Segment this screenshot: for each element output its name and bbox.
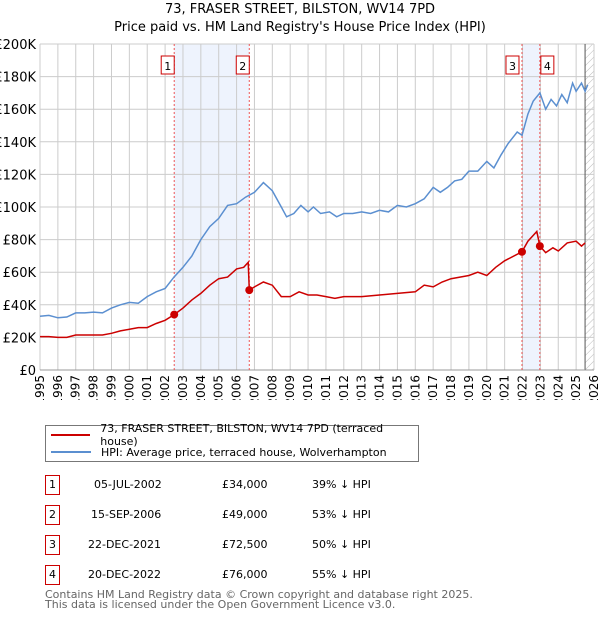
x-tick-label: 1995 [33, 375, 47, 400]
x-tick-label: 1997 [69, 375, 83, 400]
legend-item-hpi: HPI: Average price, terraced house, Wolv… [51, 444, 387, 460]
sale-date: 22-DEC-2021 [88, 538, 162, 551]
legend: 73, FRASER STREET, BILSTON, WV14 7PD (te… [45, 422, 419, 462]
x-tick-label: 2001 [140, 375, 154, 400]
sale-price: £34,000 [222, 478, 268, 491]
sale-row: 3 22-DEC-2021 £72,500 50% ↓ HPI [45, 535, 445, 555]
sale-point [535, 242, 544, 251]
legend-swatch [51, 451, 91, 453]
sale-number-badge: 4 [45, 565, 60, 585]
sale-point [245, 286, 254, 295]
sale-number-badge: 2 [45, 505, 60, 525]
sale-date: 05-JUL-2002 [94, 478, 162, 491]
x-tick-label: 2018 [444, 375, 458, 400]
footer-copyright: Contains HM Land Registry data © Crown c… [45, 588, 473, 601]
x-tick-label: 2009 [283, 375, 297, 400]
y-tick-label: £200K [0, 38, 36, 53]
sale-label-box [505, 55, 520, 75]
sale-hpi-diff: 39% ↓ HPI [312, 478, 371, 491]
y-tick-label: £0 [19, 364, 36, 379]
sale-label-box [160, 55, 175, 75]
sale-row: 1 05-JUL-2002 £34,000 39% ↓ HPI [45, 475, 445, 495]
x-tick-label: 2012 [337, 375, 351, 400]
x-tick-label: 2017 [426, 375, 440, 400]
sale-label: 1 [164, 60, 171, 73]
series-line [39, 80, 589, 319]
sale-price: £49,000 [222, 508, 268, 521]
legend-label: 73, FRASER STREET, BILSTON, WV14 7PD (te… [100, 422, 384, 448]
x-tick-label: 2000 [122, 375, 136, 400]
sale-date: 20-DEC-2022 [88, 568, 162, 581]
series-line [40, 229, 586, 339]
sale-label-box [235, 55, 250, 75]
y-tick-label: £140K [0, 136, 36, 151]
x-tick-label: 2007 [247, 375, 261, 400]
x-tick-label: 2025 [569, 375, 583, 400]
x-tick-label: 2011 [319, 375, 333, 400]
sale-label-box [540, 55, 555, 75]
x-tick-label: 1999 [104, 375, 118, 400]
sale-label: 2 [239, 60, 246, 73]
x-tick-label: 2006 [230, 375, 244, 400]
x-tick-label: 2004 [194, 375, 208, 400]
x-tick-label: 2023 [533, 375, 547, 400]
sale-hpi-diff: 50% ↓ HPI [312, 538, 371, 551]
x-tick-label: 2019 [462, 375, 476, 400]
sale-price: £72,500 [222, 538, 268, 551]
sale-number-badge: 3 [45, 535, 60, 555]
sale-row: 4 20-DEC-2022 £76,000 55% ↓ HPI [45, 565, 445, 585]
sale-label: 4 [544, 60, 551, 73]
y-tick-label: £100K [0, 201, 36, 216]
y-tick-label: £80K [3, 234, 37, 249]
y-tick-label: £60K [3, 266, 37, 281]
sale-hpi-diff: 55% ↓ HPI [312, 568, 371, 581]
y-tick-label: £40K [3, 299, 37, 314]
sale-price: £76,000 [222, 568, 268, 581]
y-tick-label: £160K [0, 103, 36, 118]
price-chart: £0 £20K £40K £60K £80K £100K £120K £140K £160K £1… [0, 38, 600, 400]
x-tick-label: 2013 [355, 375, 369, 400]
sale-number-badge: 1 [45, 475, 60, 495]
chart-title: 73, FRASER STREET, BILSTON, WV14 7PD [164, 2, 436, 17]
sale-point [517, 247, 526, 256]
x-tick-label: 2005 [212, 375, 226, 400]
x-tick-label: 2014 [373, 375, 387, 400]
x-tick-label: 1996 [51, 375, 65, 400]
x-tick-label: 1998 [87, 375, 101, 400]
sale-label: 3 [509, 60, 516, 73]
x-tick-label: 2026 [587, 375, 600, 400]
legend-label: HPI: Average price, terraced house, Wolv… [101, 445, 387, 459]
x-tick-label: 2016 [408, 375, 422, 400]
x-tick-label: 2024 [551, 375, 565, 400]
x-tick-label: 2002 [158, 375, 172, 400]
chart-subtitle: Price paid vs. HM Land Registry's House … [114, 20, 486, 35]
x-tick-label: 2008 [265, 375, 279, 400]
sale-hpi-diff: 53% ↓ HPI [312, 508, 371, 521]
sale-date: 15-SEP-2006 [91, 508, 162, 521]
sale-row: 2 15-SEP-2006 £49,000 53% ↓ HPI [45, 505, 445, 525]
legend-item-property: 73, FRASER STREET, BILSTON, WV14 7PD (te… [51, 422, 418, 448]
y-tick-label: £20K [3, 331, 37, 346]
x-tick-label: 2003 [176, 375, 190, 400]
legend-swatch [51, 434, 91, 436]
x-tick-label: 2015 [390, 375, 404, 400]
x-tick-label: 2022 [516, 375, 530, 400]
x-tick-label: 2021 [498, 375, 512, 400]
x-tick-label: 2010 [301, 375, 315, 400]
x-tick-label: 2020 [480, 375, 494, 400]
footer-licence: This data is licensed under the Open Gov… [45, 598, 396, 611]
sale-point [170, 310, 179, 319]
y-tick-label: £120K [0, 168, 36, 183]
y-tick-label: £180K [0, 71, 36, 86]
